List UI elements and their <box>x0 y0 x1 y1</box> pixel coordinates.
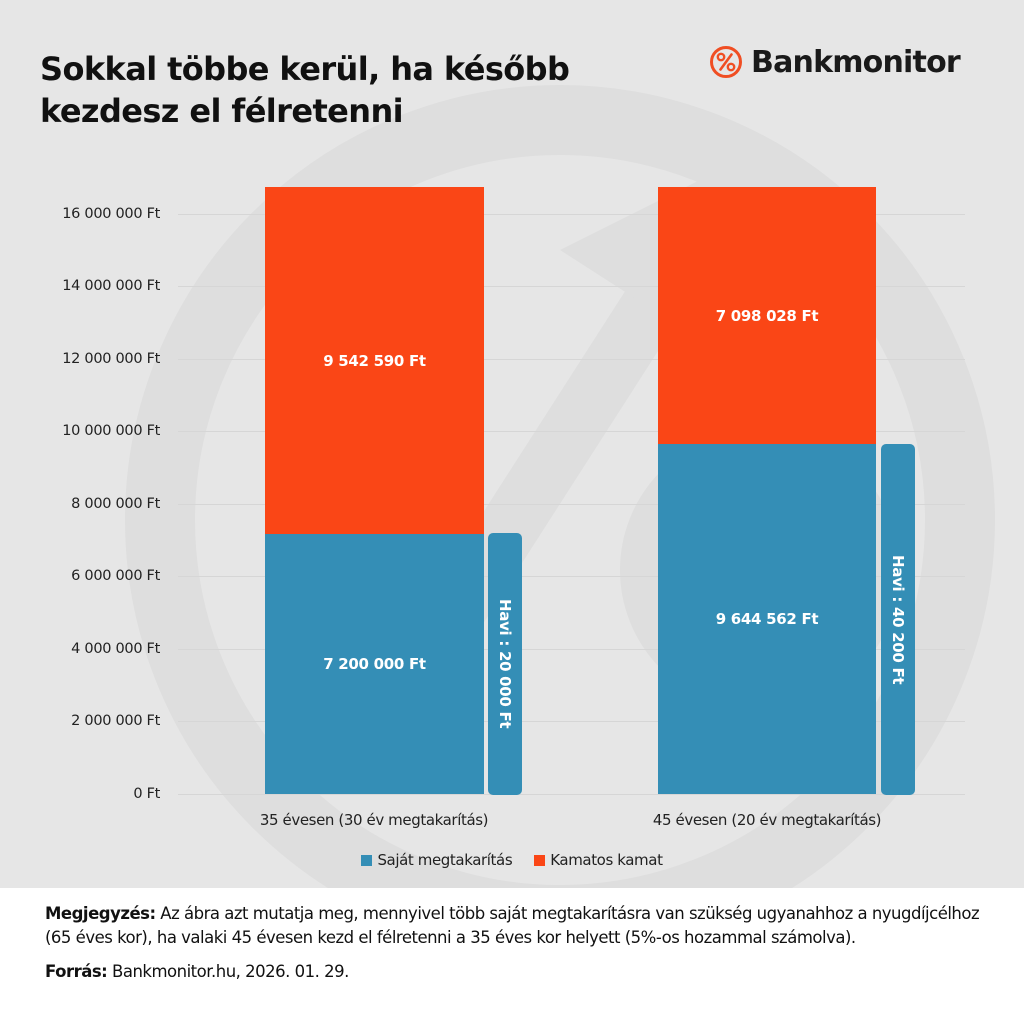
bar-segment-compound-interest: 7 098 028 Ft <box>658 187 876 444</box>
chart-panel: Sokkal többe kerül, ha később kezdesz el… <box>0 0 1024 888</box>
x-category-label: 45 évesen (20 év megtakarítás) <box>652 811 882 829</box>
gridline <box>178 214 965 215</box>
legend-label: Kamatos kamat <box>550 851 663 869</box>
legend-item-own-savings: Saját megtakarítás <box>361 851 513 869</box>
y-tick-label: 0 Ft <box>133 786 160 802</box>
logo-text: Bankmonitor <box>751 44 961 80</box>
x-axis-baseline <box>178 794 965 795</box>
chart-footer: Megjegyzés: Az ábra azt mutatja meg, men… <box>45 902 985 984</box>
gridline <box>178 286 965 287</box>
monthly-contribution-badge: Havi : 20 000 Ft <box>488 533 522 795</box>
legend-swatch-orange-icon <box>534 854 546 866</box>
footnote-text: Az ábra azt mutatja meg, mennyivel több … <box>45 904 980 947</box>
y-tick-label: 4 000 000 Ft <box>71 641 160 657</box>
chart-title: Sokkal többe kerül, ha később kezdesz el… <box>40 48 570 132</box>
legend-label: Saját megtakarítás <box>377 851 513 869</box>
title-line-2: kezdesz el félretenni <box>40 92 404 130</box>
bar-segment-compound-interest: 9 542 590 Ft <box>265 187 484 534</box>
chart-legend: Saját megtakarítás Kamatos kamat <box>0 851 1024 869</box>
source-text: Bankmonitor.hu, 2026. 01. 29. <box>107 962 349 981</box>
y-tick-label: 16 000 000 Ft <box>62 206 160 222</box>
y-tick-label: 8 000 000 Ft <box>71 496 160 512</box>
gridline <box>178 359 965 360</box>
monthly-contribution-label: Havi : 40 200 Ft <box>889 554 907 685</box>
x-category-label: 35 évesen (30 év megtakarítás) <box>259 811 489 829</box>
legend-item-compound-interest: Kamatos kamat <box>534 851 663 869</box>
brand-logo: Bankmonitor <box>709 40 961 84</box>
gridline <box>178 576 965 577</box>
gridline <box>178 649 965 650</box>
y-tick-label: 12 000 000 Ft <box>62 351 160 367</box>
monthly-contribution-label: Havi : 20 000 Ft <box>496 599 514 729</box>
source-line: Forrás: Bankmonitor.hu, 2026. 01. 29. <box>45 960 985 984</box>
gridline <box>178 431 965 432</box>
title-line-1: Sokkal többe kerül, ha később <box>40 50 570 88</box>
y-tick-label: 6 000 000 Ft <box>71 568 160 584</box>
y-tick-label: 10 000 000 Ft <box>62 423 160 439</box>
monthly-contribution-badge: Havi : 40 200 Ft <box>881 444 915 795</box>
footnote: Megjegyzés: Az ábra azt mutatja meg, men… <box>45 902 985 950</box>
y-tick-label: 14 000 000 Ft <box>62 278 160 294</box>
legend-swatch-blue-icon <box>361 854 373 866</box>
bar-segment-own-savings: 9 644 562 Ft <box>658 444 876 794</box>
gridline <box>178 721 965 722</box>
footnote-label: Megjegyzés: <box>45 904 156 923</box>
stacked-bar-chart: 16 000 000 Ft 14 000 000 Ft 12 000 000 F… <box>0 187 1024 869</box>
source-label: Forrás: <box>45 962 108 981</box>
bar-segment-own-savings: 7 200 000 Ft <box>265 534 484 794</box>
gridline <box>178 504 965 505</box>
y-tick-label: 2 000 000 Ft <box>71 713 160 729</box>
percent-circle-icon <box>710 46 742 78</box>
